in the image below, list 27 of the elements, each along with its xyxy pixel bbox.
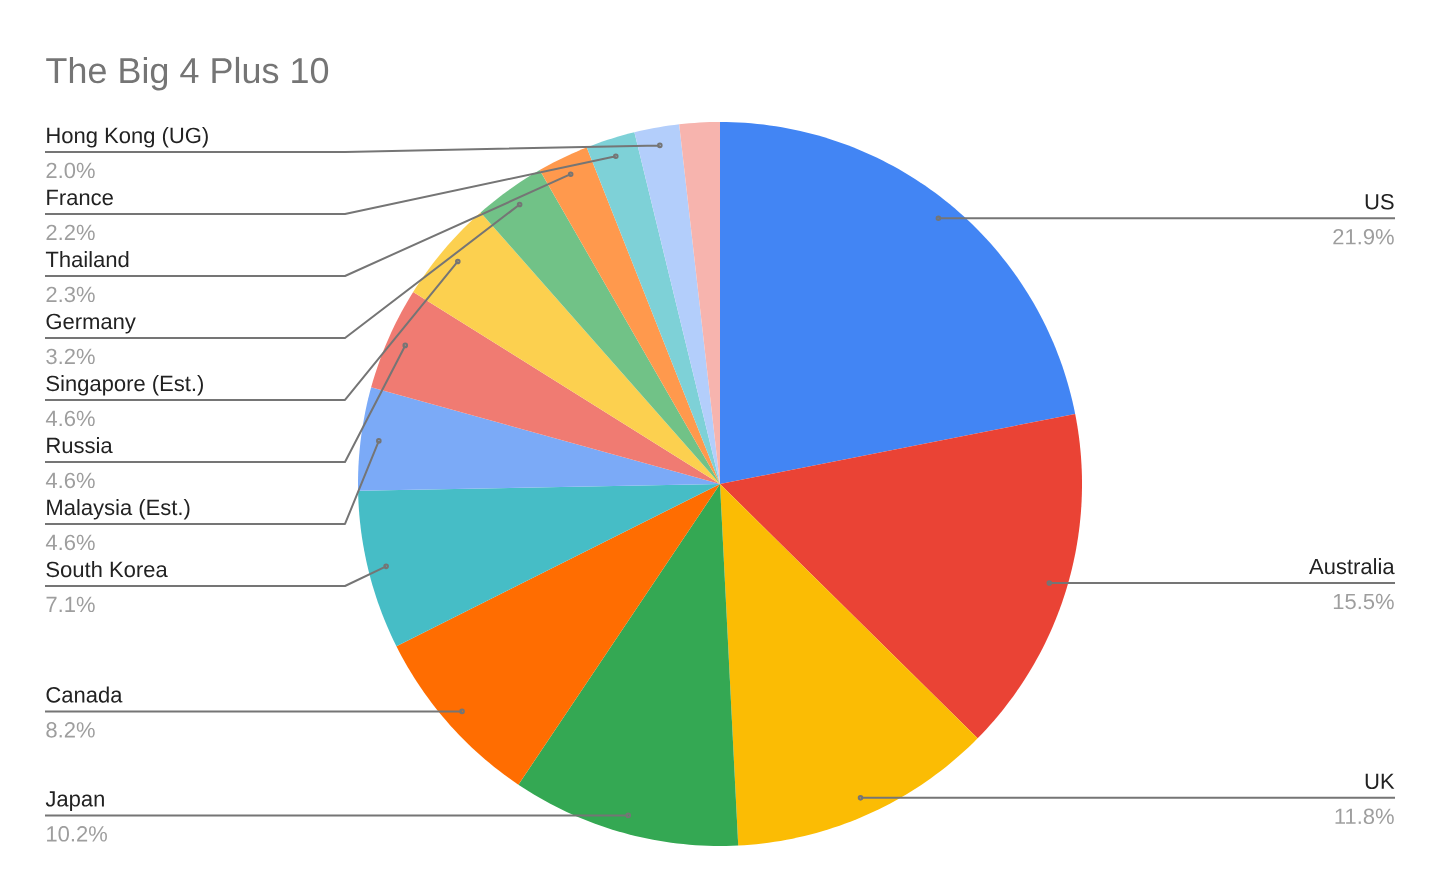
slice-label: Russia [47,437,113,454]
chart-title: The Big 4 Plus 10 [46,56,329,91]
data-label: 15.5% [1333,593,1394,610]
slice-label: Hong Kong (UG) [47,127,208,148]
data-label: 4.6% [45,534,95,551]
slice-label: Canada [46,686,123,703]
slice-label: Japan [45,791,104,811]
data-label: 11.8% [1335,808,1394,825]
data-label: 3.2% [46,348,95,365]
data-label: 4.6% [45,410,95,427]
slice-label: South Korea [46,561,168,578]
slice-label: Germany [46,313,136,334]
slice-label: UK [1365,773,1395,790]
slice-label: Malaysia (Est.) [47,499,190,520]
data-label: 7.1% [46,596,95,613]
data-label: 4.6% [45,472,95,489]
slice-label: Thailand [45,251,129,268]
data-label: 10.2% [47,826,107,842]
slice-label: France [47,189,113,206]
data-label: 2.0% [46,162,95,179]
slice-label: US [1365,193,1394,210]
data-label: 2.3% [46,286,95,303]
slice-label: Singapore (Est.) [46,375,203,396]
slice-label: Australia [1309,558,1395,575]
data-label: 2.2% [46,224,95,241]
data-label: 8.2% [46,722,95,738]
data-label: 21.9% [1333,228,1394,245]
